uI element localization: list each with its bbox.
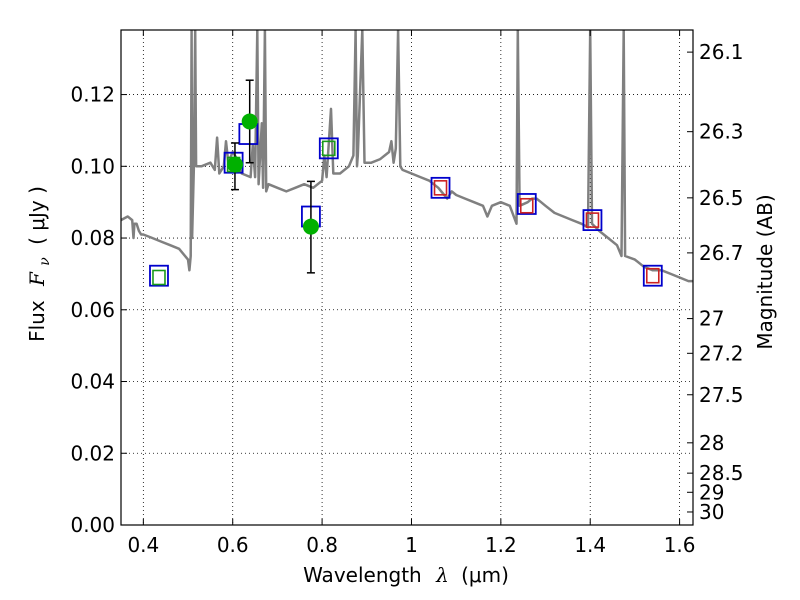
x-axis-label-symbol: λ [435,563,449,587]
y2-tick-label: 26.1 [699,40,744,64]
y2-tick-label: 27.2 [699,341,744,365]
model-spectrum [121,30,693,283]
x-axis-label-text: Wavelength [303,563,422,587]
y2-tick-label: 29 [699,480,724,504]
y-axis-label: Flux F ν ( μJy ) [25,186,54,342]
y-tick-label: 0.10 [70,154,115,178]
model-photometry-marker [430,176,451,199]
model-photometry-marker [149,264,169,287]
x-tick-label: 1.6 [664,533,696,557]
y-tick-label: 0.04 [70,370,115,394]
y2-tick-label: 27 [699,307,724,331]
y-axis-label-symbol: F [25,271,49,287]
x-tick-label: 0.6 [217,533,249,557]
predicted-red-marker [585,212,600,228]
photometry-markers [149,123,663,287]
model-photometry-marker [642,264,663,287]
predicted-green-marker [152,269,166,286]
predicted-green-marker [321,140,336,157]
x-axis-label: Wavelength λ (μm) [303,563,509,587]
y-axis-label-unit: ( μJy ) [25,186,49,245]
predicted-red-marker [645,267,660,284]
y2-tick-label: 27.5 [699,383,744,407]
plot-frame [120,29,694,526]
predicted-red-marker [519,197,534,214]
x-tick-label: 0.8 [306,533,338,557]
x-tick-label: 1.4 [574,533,606,557]
y2-tick-label: 28 [699,431,724,455]
observed-points [226,79,319,274]
spectrum-line [121,30,693,283]
model-photometry-marker [516,193,537,215]
x-tick-label: 0.4 [127,533,159,557]
y2-tick-label: 28.5 [699,461,744,485]
model-photometry-marker [318,137,339,160]
x-tick-label: 1.2 [485,533,517,557]
x-axis-label-unit: (μm) [461,563,509,587]
observed-point [241,113,258,130]
axes: 0.4 0.6 0.8 1 1.2 1.4 1.6 0.00 0.02 0.04 0.06 0.08 0… [70,30,744,557]
y-tick-label: 0.06 [70,298,115,322]
y-tick-label: 0.02 [70,441,115,465]
y2-tick-label: 26.7 [699,241,744,265]
y-axis-label-subscript: ν [37,257,53,266]
y2-tick-label: 26.3 [699,120,744,144]
y2-tick-label: 26.5 [699,186,744,210]
predicted-red-marker [433,180,448,196]
y2-axis-label: Magnitude (AB) [753,194,777,349]
y-tick-label: 0.00 [70,513,115,537]
y-axis-label-text: Flux [25,300,49,342]
y2-tick-label: 30 [699,500,724,524]
x-tick-label: 1 [405,533,418,557]
grid [121,30,693,526]
observed-point [226,156,243,173]
y-tick-label: 0.12 [70,83,115,107]
observed-point [302,218,319,235]
y-tick-label: 0.08 [70,226,115,250]
model-photometry-marker [582,209,603,232]
